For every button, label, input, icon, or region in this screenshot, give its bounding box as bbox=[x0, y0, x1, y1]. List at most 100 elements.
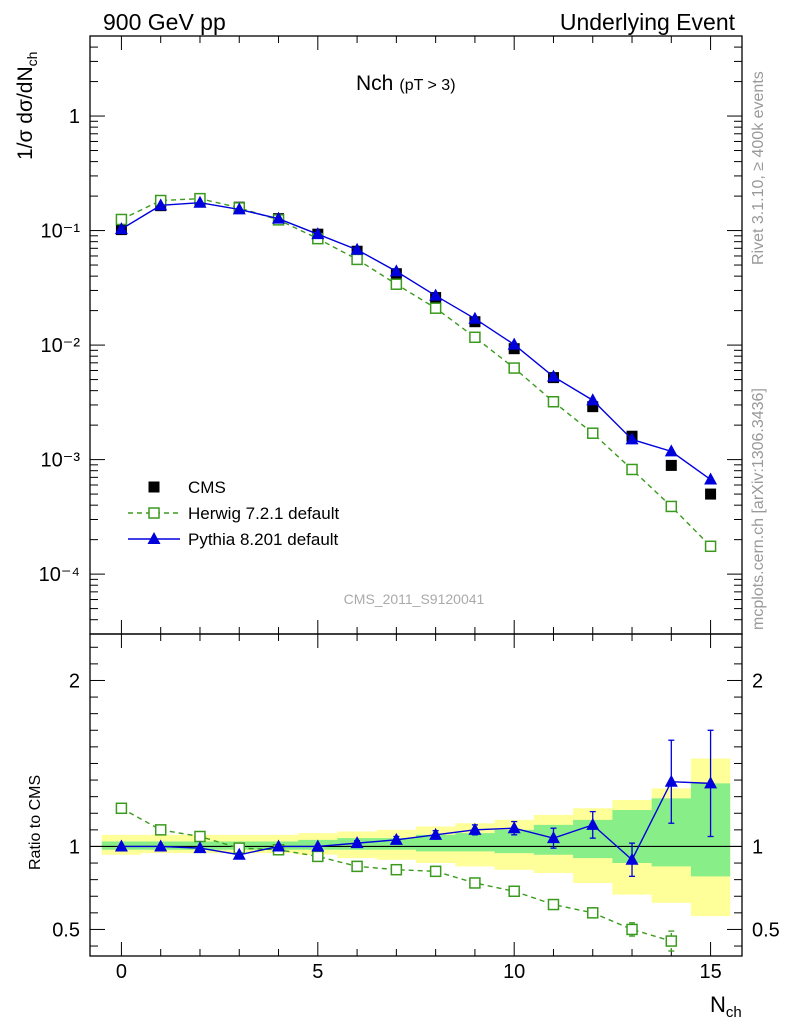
main-point bbox=[232, 202, 246, 215]
legend-label: Herwig 7.2.1 default bbox=[188, 504, 339, 523]
ratio-point bbox=[114, 839, 128, 852]
x-tick-label: 10 bbox=[503, 961, 525, 983]
ratio-y-tick-label-right: 2 bbox=[752, 670, 763, 692]
main-point bbox=[665, 500, 678, 513]
ratio-point bbox=[311, 839, 325, 852]
ratio-point bbox=[508, 885, 520, 898]
main-point bbox=[350, 242, 364, 255]
ratio-y-tick-label: 1 bbox=[69, 836, 80, 858]
main-title-main: Nch bbox=[356, 72, 393, 95]
main-series-line bbox=[121, 202, 711, 481]
ratio-point bbox=[469, 877, 481, 889]
ratio-point bbox=[193, 841, 207, 854]
main-point bbox=[390, 278, 403, 290]
y-tick-label: 10⁻¹ bbox=[41, 221, 81, 243]
main-point bbox=[705, 488, 717, 500]
ratio-point bbox=[507, 821, 521, 834]
main-point bbox=[664, 444, 678, 457]
main-series-line bbox=[121, 197, 712, 547]
ratio-point bbox=[429, 865, 442, 878]
main-point bbox=[351, 253, 363, 266]
ratio-point bbox=[154, 839, 168, 852]
main-point bbox=[547, 396, 560, 408]
main-point bbox=[507, 337, 521, 350]
ratio-series-0 bbox=[115, 802, 678, 952]
legend-marker bbox=[147, 532, 161, 544]
main-point bbox=[625, 432, 639, 445]
y-tick-label: 10⁻² bbox=[41, 335, 81, 357]
legend-entry-1: Herwig 7.2.1 default bbox=[128, 504, 339, 523]
ratio-y-tick-label: 0.5 bbox=[52, 919, 80, 941]
ratio-point bbox=[704, 776, 718, 789]
header-left: 900 GeV pp bbox=[103, 9, 226, 35]
ratio-plot: 0 5 10 15 2 2 1 1 0.5 0.5 bbox=[52, 633, 780, 983]
main-point bbox=[626, 463, 638, 476]
x-tick-label: 15 bbox=[699, 961, 721, 983]
legend-entry-2: Pythia 8.201 default bbox=[128, 530, 339, 549]
main-plot: 1 10⁻¹ 10⁻² 10⁻³ 10⁻⁴ bbox=[39, 35, 743, 635]
main-y-axis-label: 1/σ dσ/dNch bbox=[14, 52, 40, 160]
main-point bbox=[704, 540, 717, 553]
y-tick-label: 10⁻³ bbox=[41, 450, 81, 472]
ratio-y-tick-label: 2 bbox=[69, 670, 80, 692]
main-point bbox=[389, 264, 403, 277]
ratio-point bbox=[194, 830, 206, 843]
side-label-upper: Rivet 3.1.10, ≥ 400k events bbox=[750, 71, 767, 265]
side-label-lower: mcplots.cern.ch [arXiv:1306.3436] bbox=[750, 388, 767, 630]
ratio-point bbox=[351, 860, 363, 873]
ratio-series-line bbox=[121, 781, 711, 861]
main-point bbox=[114, 222, 128, 235]
ratio-point bbox=[350, 836, 364, 849]
ratio-point bbox=[547, 898, 560, 911]
xlabel-main: N bbox=[710, 992, 726, 1017]
ratio-point bbox=[390, 863, 403, 876]
main-point bbox=[704, 472, 718, 485]
ratio-point bbox=[468, 822, 482, 835]
ratio-point bbox=[154, 824, 167, 836]
ratio-point bbox=[664, 774, 678, 787]
main-point bbox=[468, 311, 482, 324]
main-point bbox=[429, 302, 442, 314]
ratio-point bbox=[312, 850, 324, 863]
ratio-point bbox=[586, 907, 599, 919]
watermark: CMS_2011_S9120041 bbox=[344, 591, 485, 607]
ratio-point bbox=[429, 827, 443, 840]
ratio-point bbox=[389, 832, 403, 845]
ratio-y-tick-label-right: 1 bbox=[752, 836, 763, 858]
x-tick-label: 0 bbox=[116, 961, 127, 983]
legend-marker bbox=[148, 481, 160, 493]
ratio-point bbox=[272, 839, 286, 852]
legend: CMS Herwig 7.2.1 default Pythia 8.201 defa… bbox=[128, 478, 339, 549]
ratio-frame bbox=[89, 633, 743, 957]
legend-entry-0: CMS bbox=[148, 478, 226, 497]
x-axis-label: Nch bbox=[710, 992, 742, 1021]
main-title-sub: (pT > 3) bbox=[399, 77, 455, 94]
main-title: Nch (pT > 3) bbox=[356, 72, 456, 95]
main-point bbox=[154, 198, 168, 211]
main-point bbox=[469, 331, 481, 344]
header-right: Underlying Event bbox=[560, 9, 736, 35]
main-ylabel-main: 1/σ dσ/dN bbox=[14, 66, 37, 160]
ratio-point bbox=[626, 923, 638, 936]
main-series-1 bbox=[115, 192, 717, 553]
main-point bbox=[586, 427, 599, 439]
ratio-point bbox=[546, 831, 560, 844]
main-ylabel-sub: ch bbox=[24, 52, 40, 67]
x-tick-label: 5 bbox=[312, 961, 323, 983]
main-point bbox=[546, 369, 560, 382]
main-point bbox=[586, 393, 600, 406]
ratio-point bbox=[586, 817, 600, 830]
main-point bbox=[508, 362, 520, 374]
legend-label: Pythia 8.201 default bbox=[188, 530, 339, 549]
main-point bbox=[272, 211, 286, 224]
xlabel-sub: ch bbox=[726, 1004, 742, 1021]
main-point bbox=[429, 288, 443, 301]
ratio-point bbox=[115, 802, 128, 815]
main-series-0 bbox=[115, 196, 717, 500]
legend-marker bbox=[148, 507, 160, 519]
main-point bbox=[587, 401, 599, 413]
ratio-y-axis-label: Ratio to CMS bbox=[27, 775, 44, 870]
y-tick-label: 1 bbox=[69, 106, 80, 128]
ratio-y-tick-label-right: 0.5 bbox=[752, 919, 780, 941]
